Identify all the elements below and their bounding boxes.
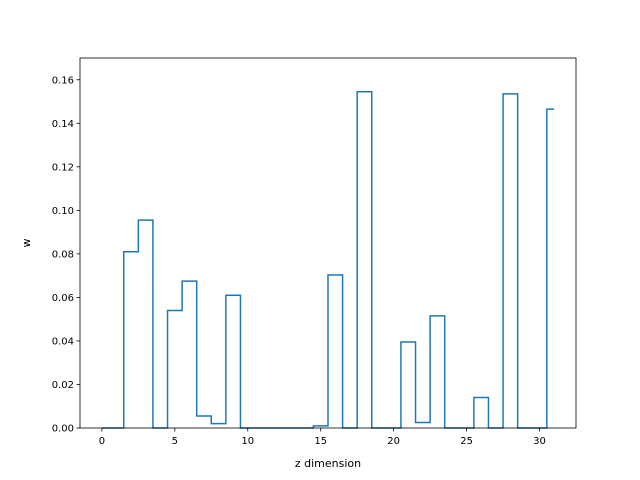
- y-axis: 0.00 0.02 0.04 0.06 0.08 0.10 0.12 0.14 0.16: [52, 75, 80, 435]
- x-tick-label: 20: [387, 436, 400, 447]
- x-axis-label: z dimension: [295, 457, 361, 470]
- data-layer: [101, 90, 555, 429]
- y-tick-label: 0.12: [52, 162, 74, 173]
- step-series-line: [101, 90, 555, 429]
- x-axis: 0 5 10 15 20 25 30: [99, 428, 546, 447]
- y-tick-label: 0.16: [52, 75, 74, 86]
- y-tick-label: 0.08: [52, 249, 74, 260]
- y-tick-label: 0.02: [52, 380, 74, 391]
- x-tick-label: 10: [241, 436, 254, 447]
- y-tick-label: 0.14: [52, 119, 74, 130]
- x-tick-label: 15: [314, 436, 327, 447]
- x-tick-label: 0: [99, 436, 105, 447]
- y-tick-label: 0.10: [52, 206, 74, 217]
- y-tick-label: 0.00: [52, 424, 74, 435]
- y-tick-label: 0.04: [52, 336, 74, 347]
- x-tick-label: 30: [533, 436, 546, 447]
- x-tick-label: 5: [172, 436, 178, 447]
- y-axis-label: w: [20, 239, 33, 248]
- axes-frame: [79, 57, 577, 429]
- y-tick-label: 0.06: [52, 293, 74, 304]
- x-tick-label: 25: [460, 436, 473, 447]
